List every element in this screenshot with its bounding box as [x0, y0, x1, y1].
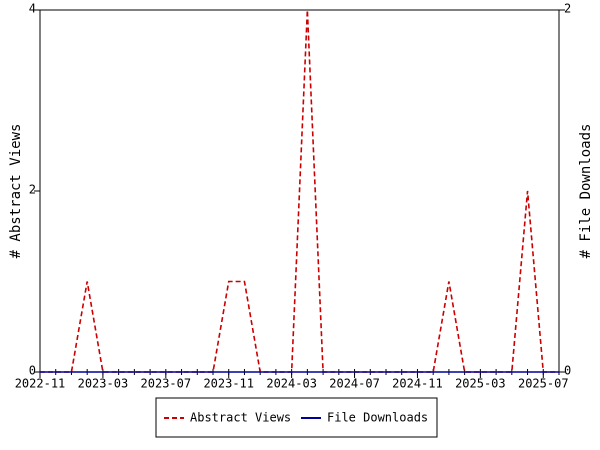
- legend-box: [155, 397, 438, 438]
- legend-label: Abstract Views: [190, 411, 291, 425]
- y-tick-label: 4: [29, 2, 36, 16]
- y2-tick-label: 0: [564, 364, 571, 378]
- x-tick-label: 2024-07: [329, 377, 380, 391]
- y-tick-label: 2: [29, 183, 36, 197]
- x-tick-label: 2025-03: [455, 377, 506, 391]
- x-tick-label: 2023-03: [78, 377, 129, 391]
- x-tick-label: 2023-07: [141, 377, 192, 391]
- x-tick-label: 2025-07: [518, 377, 569, 391]
- y2-axis-title: # File Downloads: [578, 124, 594, 259]
- x-tick-label: 2024-03: [266, 377, 317, 391]
- y-axis-title: # Abstract Views: [8, 124, 24, 259]
- x-tick-label: 2022-11: [15, 377, 66, 391]
- y2-tick-label: 2: [564, 2, 571, 16]
- legend-label: File Downloads: [327, 411, 428, 425]
- x-tick-label: 2023-11: [203, 377, 254, 391]
- series-line: [40, 9, 559, 373]
- y-tick-label: 0: [29, 364, 36, 378]
- x-tick-label: 2024-11: [392, 377, 443, 391]
